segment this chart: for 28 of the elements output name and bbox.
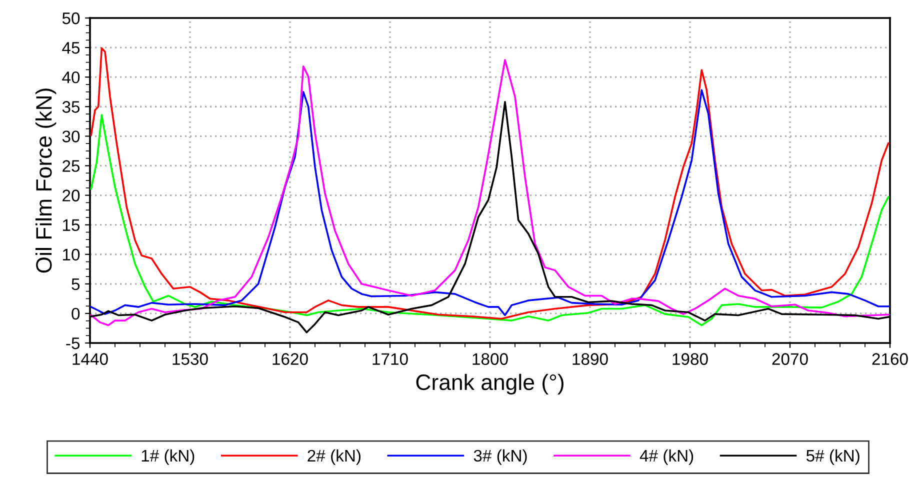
y-tick-label: 5 xyxy=(72,278,80,290)
x-tick-label: 1440 xyxy=(72,353,108,365)
legend-label: 1# (kN) xyxy=(142,449,194,465)
x-tick-label: 1890 xyxy=(572,353,608,365)
y-tick-label: 25 xyxy=(62,160,80,172)
x-tick-label: 1620 xyxy=(272,353,308,365)
y-tick-label: 40 xyxy=(62,71,80,84)
y-tick-label: 35 xyxy=(62,101,80,113)
x-tick-label: 2160 xyxy=(872,353,908,365)
y-tick-label: 50 xyxy=(62,12,80,24)
y-tick-label: 45 xyxy=(62,42,80,54)
legend-label: 3# (kN) xyxy=(474,449,527,465)
x-tick-label: 1800 xyxy=(472,353,508,365)
legend-label: 5# (kN) xyxy=(806,449,860,465)
x-tick-label: 2070 xyxy=(772,353,808,365)
y-tick-label: 30 xyxy=(62,130,80,142)
x-tick-label: 1710 xyxy=(372,353,408,365)
y-tick-label: 0 xyxy=(72,308,80,320)
y-tick-label: -5 xyxy=(66,338,80,350)
y-tick-label: 15 xyxy=(63,219,80,232)
y-axis-title: Oil Film Force (kN) xyxy=(35,88,56,273)
x-tick-label: 1530 xyxy=(172,353,208,365)
x-tick-label: 1980 xyxy=(672,353,708,365)
y-tick-label: 10 xyxy=(63,248,80,261)
legend-label: 4# (kN) xyxy=(640,449,694,465)
y-tick-label: 20 xyxy=(62,190,80,202)
legend-label: 2# (kN) xyxy=(308,449,360,465)
x-axis-title: Crank angle (°) xyxy=(416,374,564,395)
